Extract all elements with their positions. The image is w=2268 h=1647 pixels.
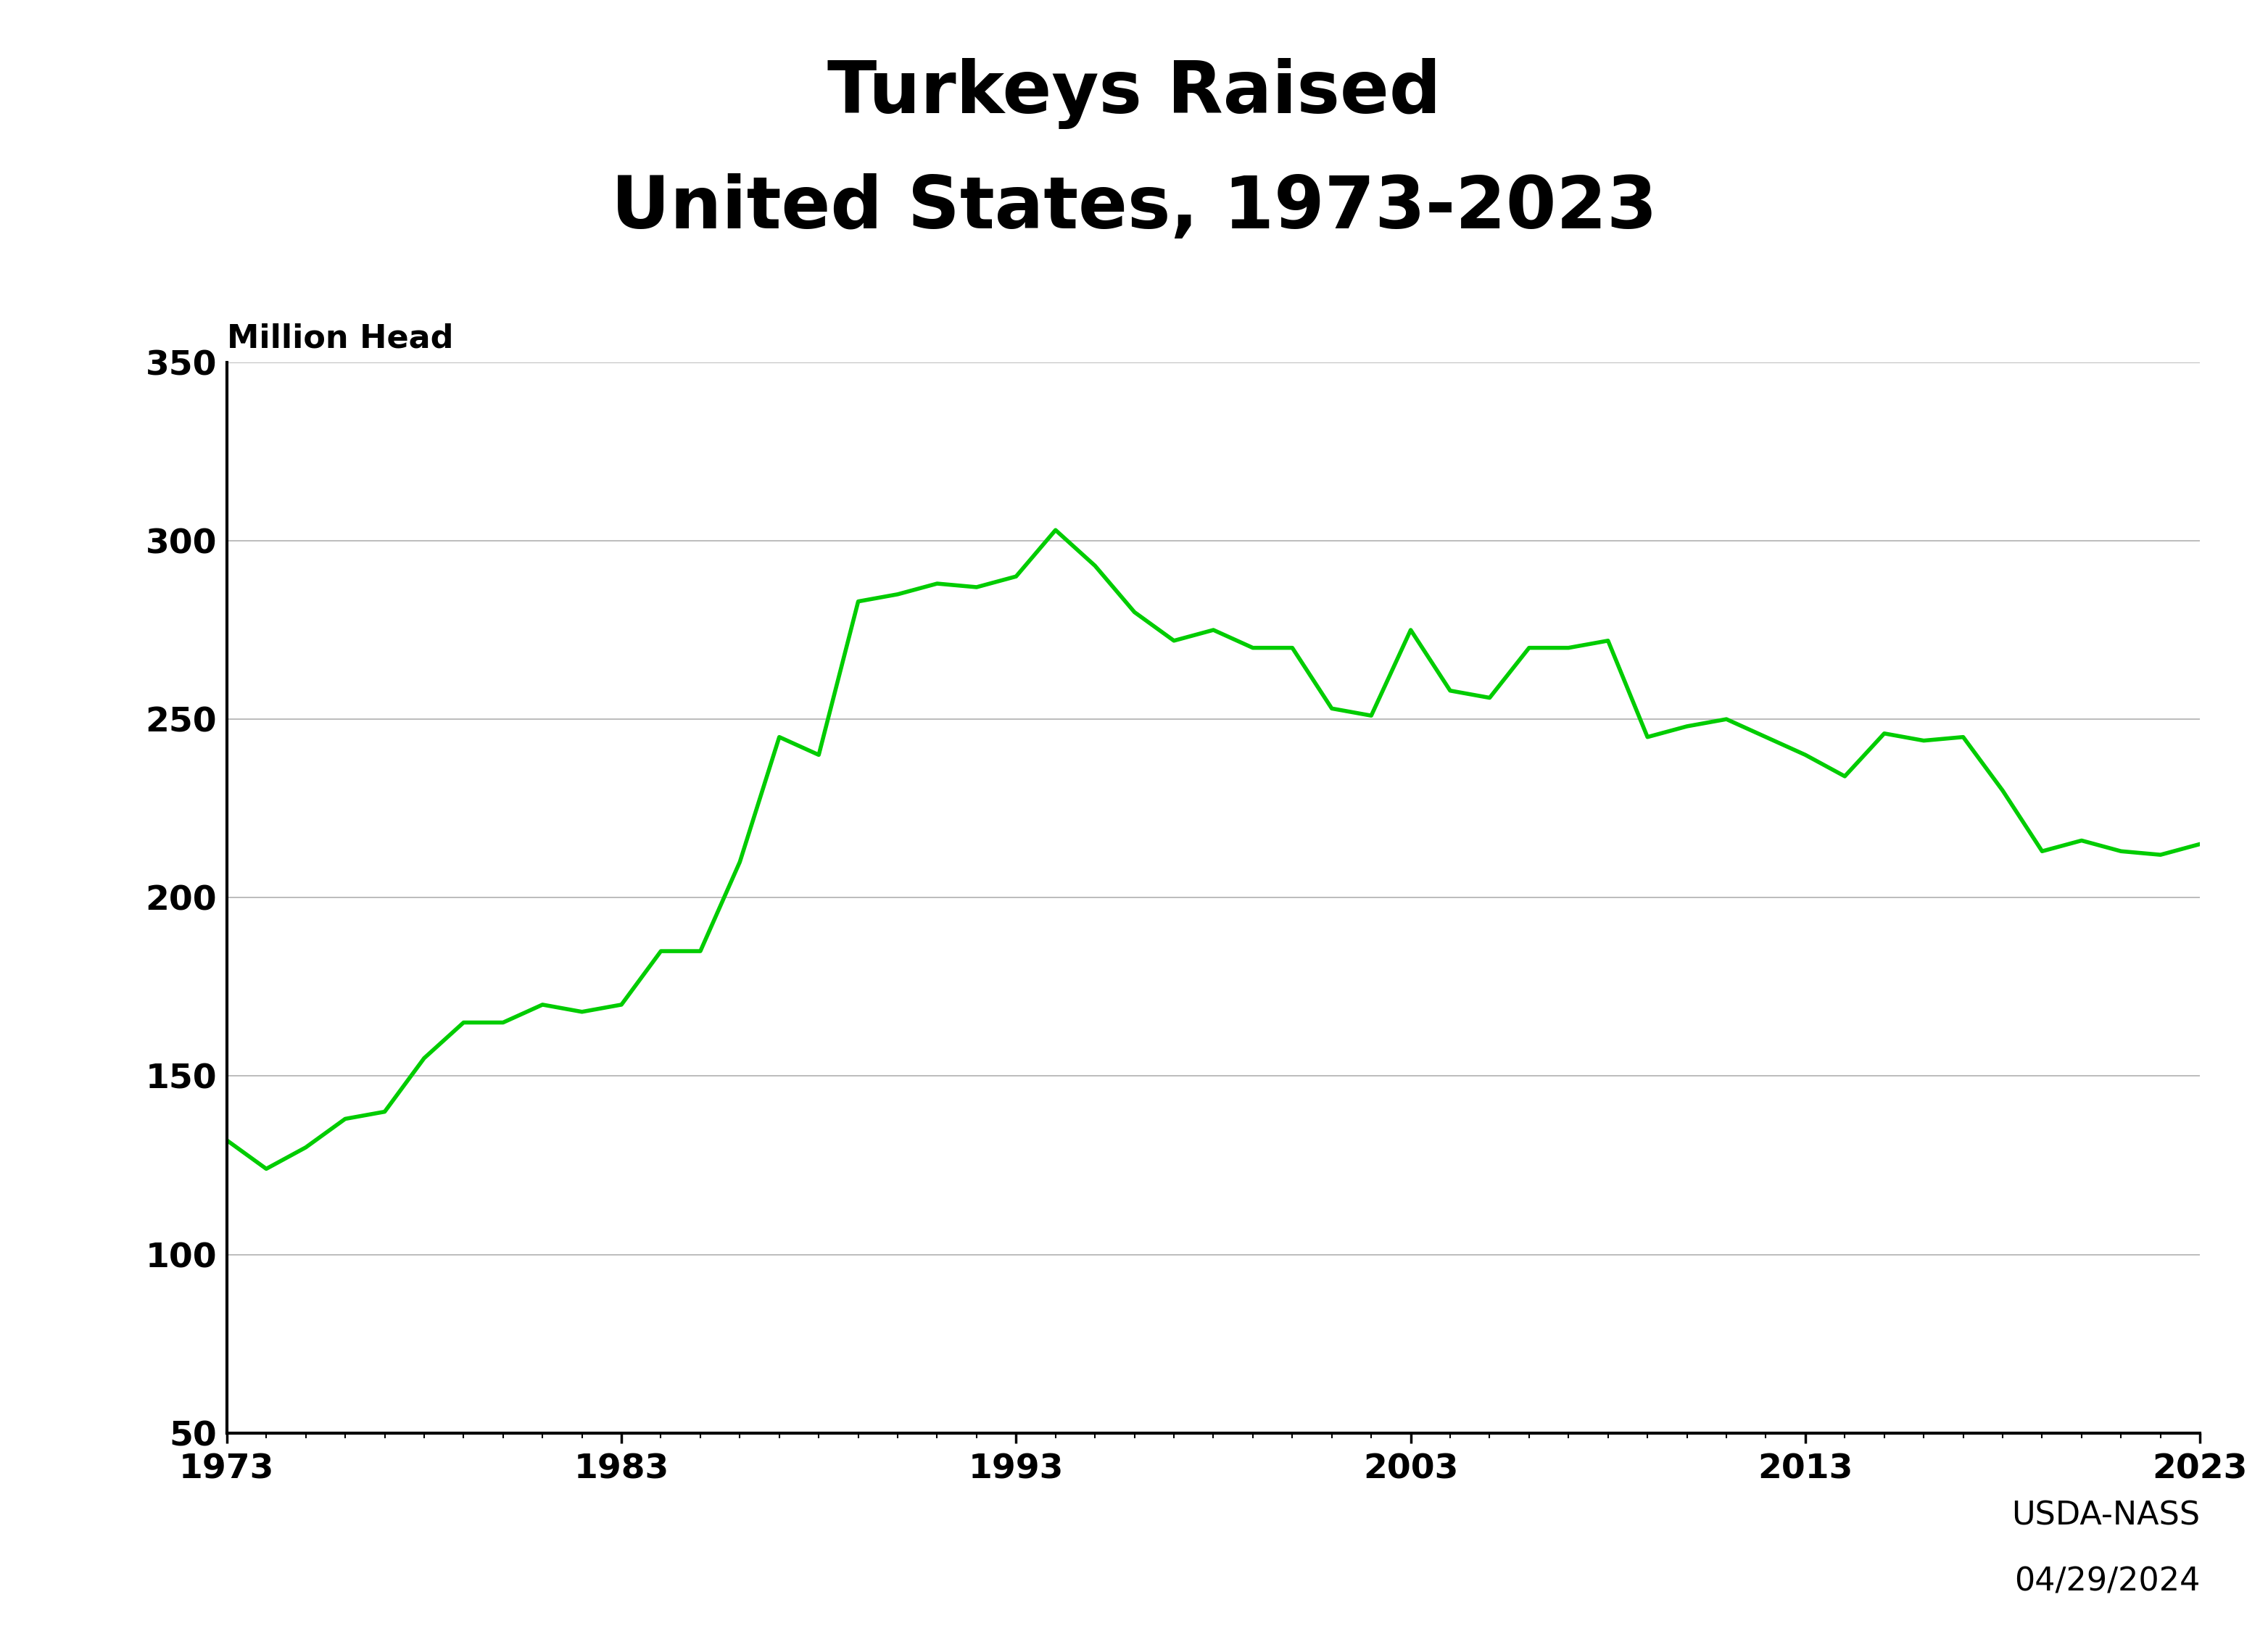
- Text: USDA-NASS: USDA-NASS: [2012, 1500, 2200, 1532]
- Text: Turkeys Raised: Turkeys Raised: [828, 58, 1440, 128]
- Text: Million Head: Million Head: [227, 323, 454, 354]
- Text: United States, 1973-2023: United States, 1973-2023: [610, 173, 1658, 244]
- Text: 04/29/2024: 04/29/2024: [2014, 1566, 2200, 1598]
